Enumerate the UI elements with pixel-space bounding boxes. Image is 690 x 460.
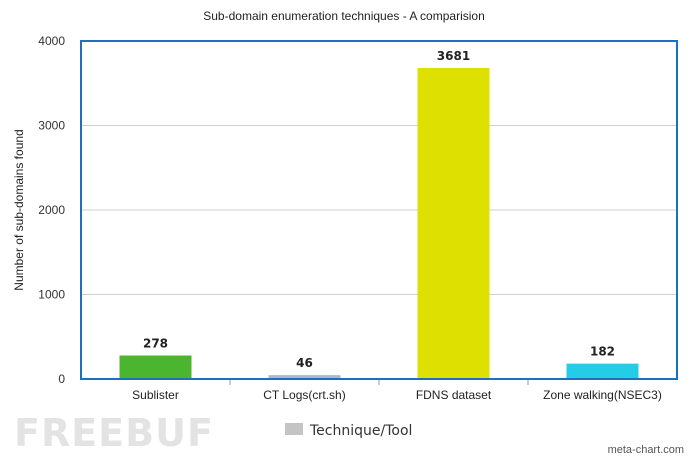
watermark-text: FREEBUF (14, 411, 214, 455)
gridlines (81, 125, 677, 295)
chart-title: Sub-domain enumeration techniques - A co… (203, 9, 485, 23)
x-category-label: Sublister (132, 388, 179, 402)
bar (566, 363, 639, 379)
x-category-label: FDNS dataset (416, 388, 492, 402)
legend[interactable]: Technique/Tool (285, 423, 412, 439)
data-label: 46 (296, 356, 313, 370)
y-tick-label: 4000 (38, 34, 65, 48)
y-tick-label: 2000 (38, 203, 65, 217)
y-tick-label: 3000 (38, 119, 65, 133)
y-tick-label: 1000 (38, 288, 65, 302)
y-axis-ticks: 0 1000 2000 3000 4000 (38, 34, 65, 386)
plot-frame (80, 40, 678, 380)
data-label: 278 (143, 337, 168, 351)
x-axis-categories: Sublister CT Logs(crt.sh) FDNS dataset Zone… (132, 379, 662, 402)
data-labels: 278 46 3681 182 (143, 49, 615, 370)
bar (268, 375, 341, 379)
bar (119, 355, 192, 379)
legend-swatch (285, 423, 303, 435)
x-category-label: CT Logs(crt.sh) (263, 388, 345, 402)
data-label: 3681 (437, 49, 470, 63)
bars (119, 67, 639, 379)
y-tick-label: 0 (58, 372, 65, 386)
data-label: 182 (590, 345, 615, 359)
x-category-label: Zone walking(NSEC3) (543, 388, 662, 402)
y-axis-label: Number of sub-domains found (12, 129, 26, 290)
credit-text: meta-chart.com (608, 444, 684, 456)
bar (417, 67, 490, 379)
legend-label: Technique/Tool (309, 423, 412, 439)
